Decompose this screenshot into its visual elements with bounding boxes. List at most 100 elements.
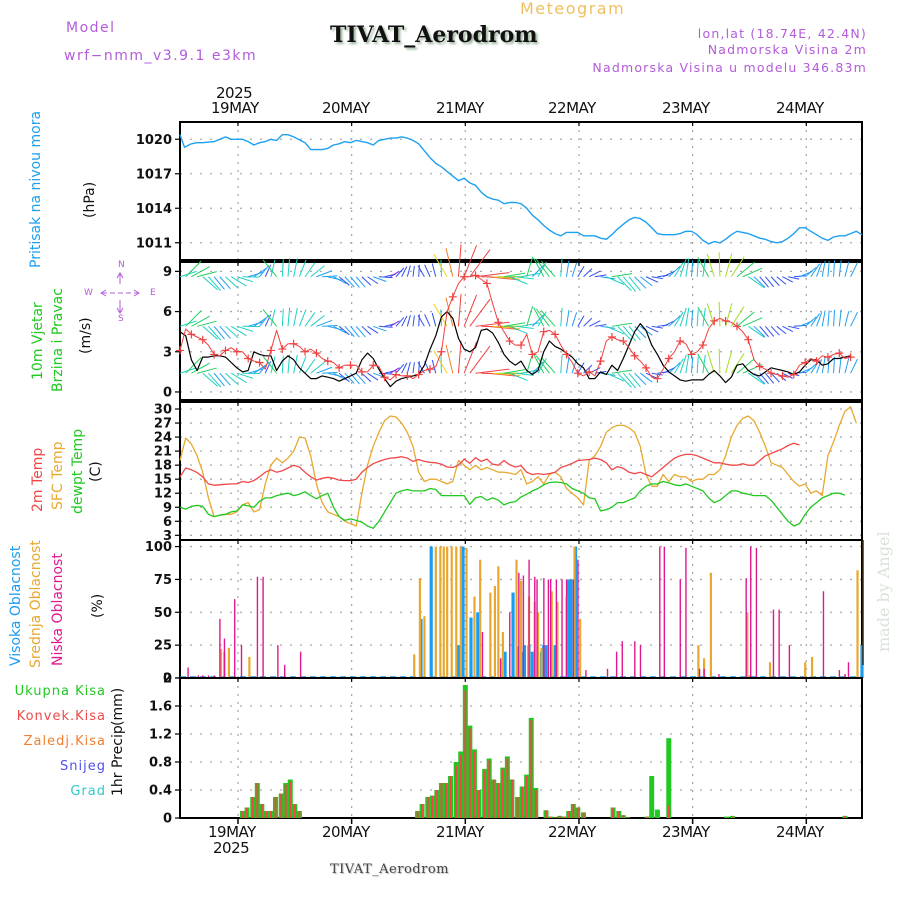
gust-marker [448,292,457,301]
wind-arrow [810,263,820,278]
cloud-bar-high [544,645,548,678]
wind-arrow [844,311,850,327]
wind-arrow [253,364,267,374]
y-tick-label: 1020 [136,133,172,148]
wind-arrow [565,310,570,327]
y-tick-label: 1011 [136,236,172,251]
cloud-bar-mid [501,632,504,678]
wind-arrow [577,265,585,277]
date-label-bottom: 20MAY [322,823,370,841]
cloud-bar-mid [810,656,814,678]
wind-arrow [373,276,387,282]
gust-marker [744,335,753,344]
wind-arrow [262,355,278,374]
wind-arrow [583,364,593,374]
wind-arrow [202,372,218,387]
cloud-bar-low [240,645,243,678]
cloud-bar-mid [573,546,576,678]
precip-bar-convective [468,728,471,818]
wind-arrow [503,272,526,278]
wind-arrow [486,372,520,377]
wind-arrow [838,309,842,327]
wind-arrow [378,325,393,328]
cloud-bar-mid [515,559,518,678]
wind-arrow [395,267,405,278]
wind-arrow [475,368,510,374]
date-label-top: 21MAY [436,99,484,117]
cloud-bar-mid [493,586,497,678]
y-tick-label: 100 [145,540,172,555]
y-tick-label: 6 [163,305,172,320]
cloud-bar-high [469,617,473,678]
cloud-bar-low [659,546,661,678]
cloud-bar-low [549,579,552,678]
pressure-line [179,133,863,245]
gust-marker [176,346,184,355]
precip-bar-convective [617,811,620,818]
wind-arrow [674,358,684,374]
wind-arrow [338,372,350,383]
precip-bar-convective [298,811,301,818]
wind-arrow [412,315,415,327]
gust-marker [846,353,855,362]
cloud-bar-low [197,675,200,678]
cloud-bar-mid [702,658,706,678]
wind-arrow [611,273,633,278]
wind-arrow [679,354,687,374]
y-tick-label: 1.2 [149,728,172,743]
cloud-bar-mid [423,616,426,678]
model-label: Model [66,20,116,36]
wind-arrow [202,276,218,291]
wind-arrow [594,323,607,327]
cloud-bar-low [698,668,701,678]
precip-bar-convective [549,816,552,818]
cloud-bar-mid [227,647,231,678]
precip-bar-convective [492,779,495,818]
gust-marker [426,365,435,374]
gust-marker [346,361,355,370]
wind-arrow [844,261,850,277]
wind-arrow [753,276,766,288]
cloud-bar-low [663,546,666,678]
wind-arrow [0,0,856,373]
gust-marker [676,337,685,346]
cloud-bar-low [606,668,609,678]
cloud-bar-low [838,670,841,678]
cloud-bar-low [536,579,538,678]
wind-arrow [560,354,563,374]
wind-arrow [533,257,545,277]
wind-arrow [515,372,534,376]
wind-arrow [540,310,556,327]
cloud-bar-high [429,546,433,678]
cloud-bar-low [284,664,286,678]
wind-arrow [463,245,478,277]
cloud-bar-low [262,576,264,678]
wind-arrow [293,354,298,374]
precip-bar-convective [622,815,625,818]
wind-arrow [208,325,222,341]
gust-marker [619,337,628,346]
cloud-bar-mid [446,546,449,678]
gust-marker [687,350,696,359]
gust-marker [312,349,321,358]
wind-arrow [617,325,632,341]
y-tick-label: 9 [163,265,172,280]
wind-arrow [322,324,338,327]
wind-arrow [640,276,653,287]
wind-arrow [696,356,699,374]
wind-arrow [208,276,222,291]
wind-arrow [691,260,694,277]
wind-arrow [782,372,793,379]
wind-arrow [433,254,448,277]
wind-arrow [764,372,775,384]
wind-arrow [697,306,709,327]
precip-bar-convective [510,779,513,818]
cloud-bar-mid [219,649,223,678]
precip-bar-convective [483,770,486,818]
temp-dew-line [179,480,846,529]
cloud-bar-low [256,576,259,678]
wind-arrow [259,314,270,327]
wind-arrow [662,270,676,278]
y-tick-label: 0 [163,812,172,827]
